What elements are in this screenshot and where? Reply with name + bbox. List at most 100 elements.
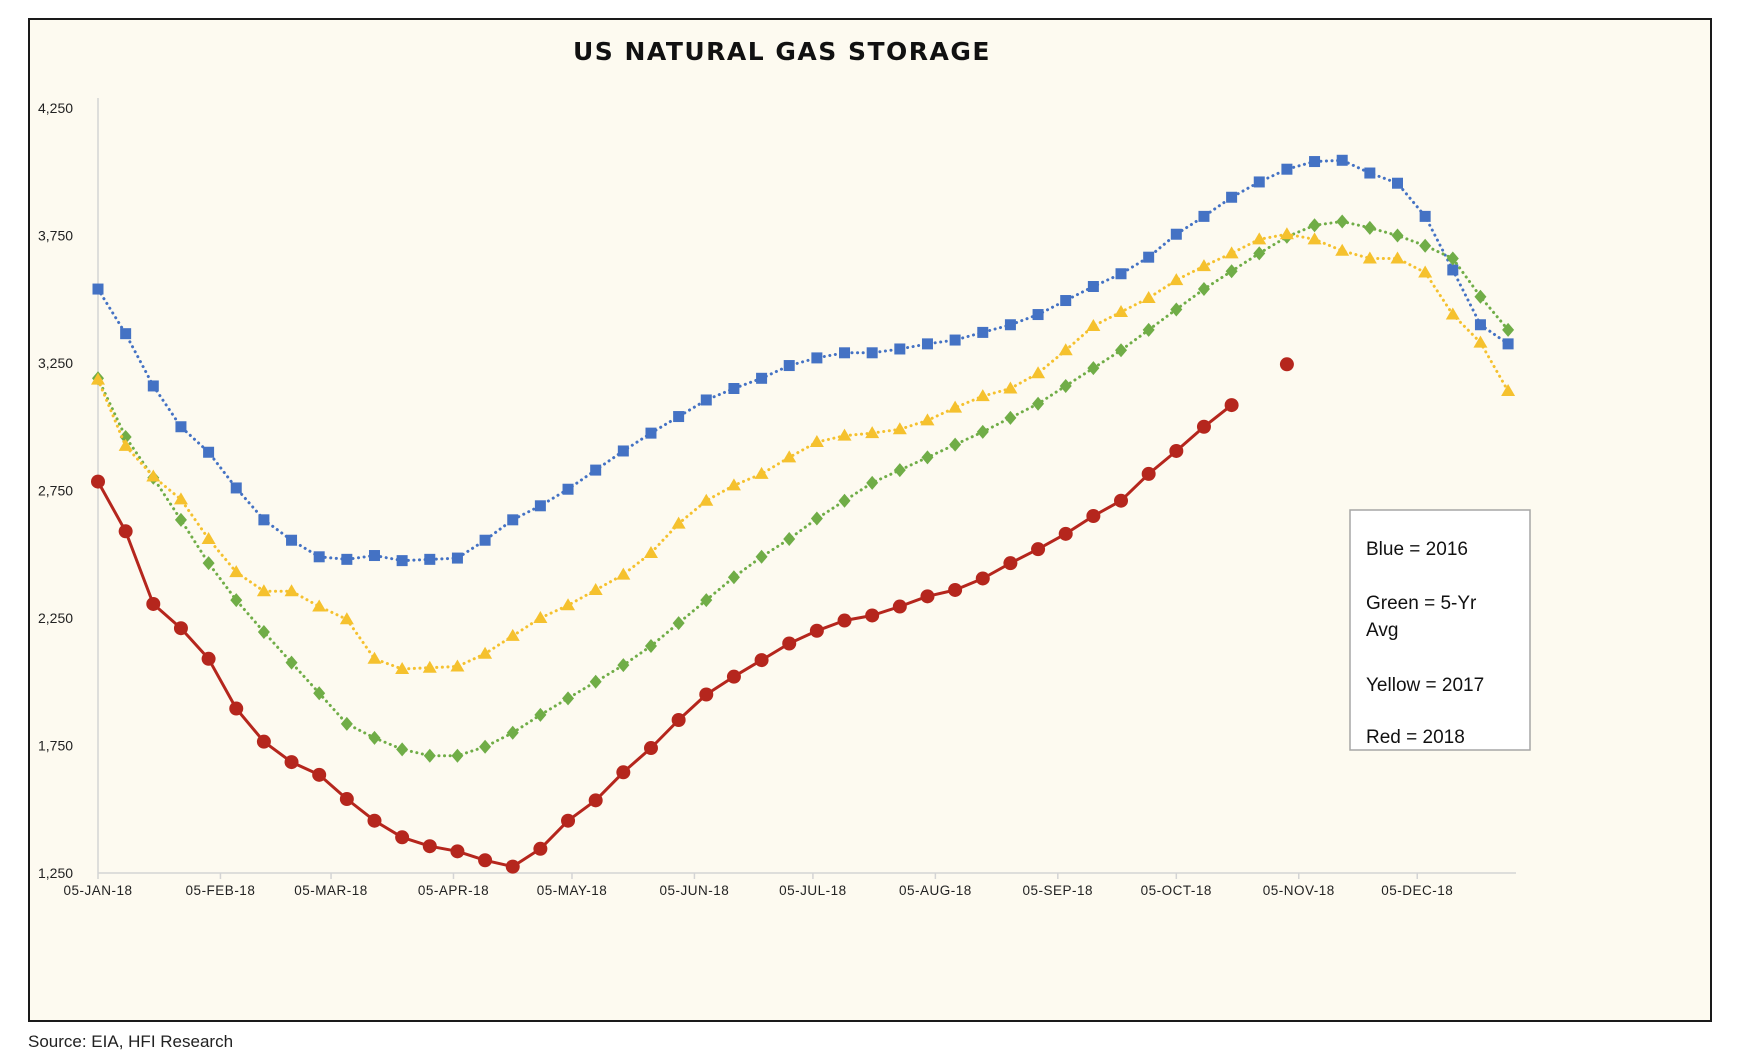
data-point-yellow [1169,273,1184,286]
data-point-blue [507,514,519,526]
data-point-yellow [1252,232,1267,245]
series-line-green [96,220,1510,758]
data-point-blue [286,534,298,546]
data-point-yellow [671,516,686,529]
data-point-yellow [588,582,603,595]
data-point-yellow [505,628,520,641]
data-point-red [505,859,520,874]
data-point-yellow [1224,246,1239,259]
data-point-green [451,748,464,763]
data-point-blue [839,347,851,359]
x-tick-label: 05-JUN-18 [660,883,730,898]
data-point-green [1087,361,1100,376]
data-point-yellow [726,478,741,491]
data-point-blue [424,553,436,565]
data-point-green [1336,214,1349,229]
data-point-blue [1447,264,1459,276]
data-point-red [1169,443,1184,458]
series-green [92,214,1515,763]
data-point-red [1003,556,1018,571]
data-point-green [644,639,657,654]
data-point-yellow [422,660,437,673]
data-point-blue [866,347,878,359]
data-point-red [146,596,161,611]
y-tick-label: 2,250 [38,610,73,626]
data-point-yellow [920,413,935,426]
data-point-yellow [533,611,548,623]
data-point-blue [313,551,325,563]
data-point-red [643,741,658,756]
data-point-red [422,839,437,854]
data-point-yellow [865,426,880,439]
data-point-blue [1309,156,1321,168]
data-point-red [173,621,188,636]
data-point-yellow [1114,305,1129,317]
data-point-green [1474,289,1487,304]
data-point-green [1308,218,1321,233]
x-tick-label: 05-MAY-18 [537,883,608,898]
data-point-green [976,424,989,439]
data-point-blue [894,343,906,355]
data-point-green [396,742,409,757]
data-point-yellow [1473,335,1488,348]
data-point-blue [451,552,463,564]
source-note: Source: EIA, HFI Research [28,1032,234,1051]
data-point-blue [1364,167,1376,179]
data-point-blue [258,514,270,526]
data-point-yellow [616,567,631,580]
data-point-blue [700,394,712,406]
y-tick-label: 3,250 [38,355,73,371]
data-point-red [892,599,907,614]
data-point-blue [590,464,602,476]
data-point-blue [203,446,215,458]
data-point-green [534,707,547,722]
data-point-blue [368,550,380,562]
data-point-yellow [837,428,852,441]
data-point-green [423,748,436,763]
data-point-blue [1253,176,1265,188]
data-point-yellow [312,599,327,612]
y-tick-label: 4,250 [38,100,73,116]
data-point-blue [728,383,740,394]
data-point-green [119,429,132,444]
chart-svg: US NATURAL GAS STORAGE 1,250 1,750 2,250 2,… [38,37,1531,898]
data-point-red [395,830,410,845]
data-point-green [1446,251,1459,266]
data-point-red [201,651,216,666]
data-point-blue [1336,154,1348,166]
data-point-green [1391,228,1404,243]
data-point-blue [562,483,574,495]
y-tick-label: 1,250 [38,865,73,881]
data-point-green [838,493,851,508]
data-point-blue [1419,210,1431,222]
data-point-blue [1115,268,1127,280]
data-point-yellow [284,584,299,597]
data-point-green [810,511,823,526]
data-point-yellow [892,422,907,435]
data-point-green [672,616,685,631]
data-point-red [1031,542,1046,557]
chart-frame: US NATURAL GAS STORAGE 1,250 1,750 2,250 2,… [28,18,1712,1022]
data-point-yellow [118,438,133,451]
data-point-red [256,734,271,749]
data-point-blue [1060,295,1072,307]
data-point-yellow [339,612,354,625]
series-line-yellow [96,232,1510,671]
data-point-red [339,792,354,807]
data-point-green [866,475,879,490]
data-point-blue [1226,191,1238,203]
data-point-green [783,531,796,546]
data-point-blue [1281,163,1293,175]
x-tick-label: 05-OCT-18 [1141,883,1212,898]
data-point-red [284,755,299,770]
data-point-yellow [478,646,493,659]
data-point-yellow [699,493,714,506]
data-point-red [533,841,548,856]
data-point-red [809,623,824,638]
y-tick-label: 1,750 [38,738,73,754]
data-point-blue [1032,309,1044,321]
x-tick-label: 05-JAN-18 [63,883,132,898]
data-point-green [1004,410,1017,425]
x-tick-label: 05-MAR-18 [294,883,368,898]
data-point-yellow [1362,251,1377,264]
